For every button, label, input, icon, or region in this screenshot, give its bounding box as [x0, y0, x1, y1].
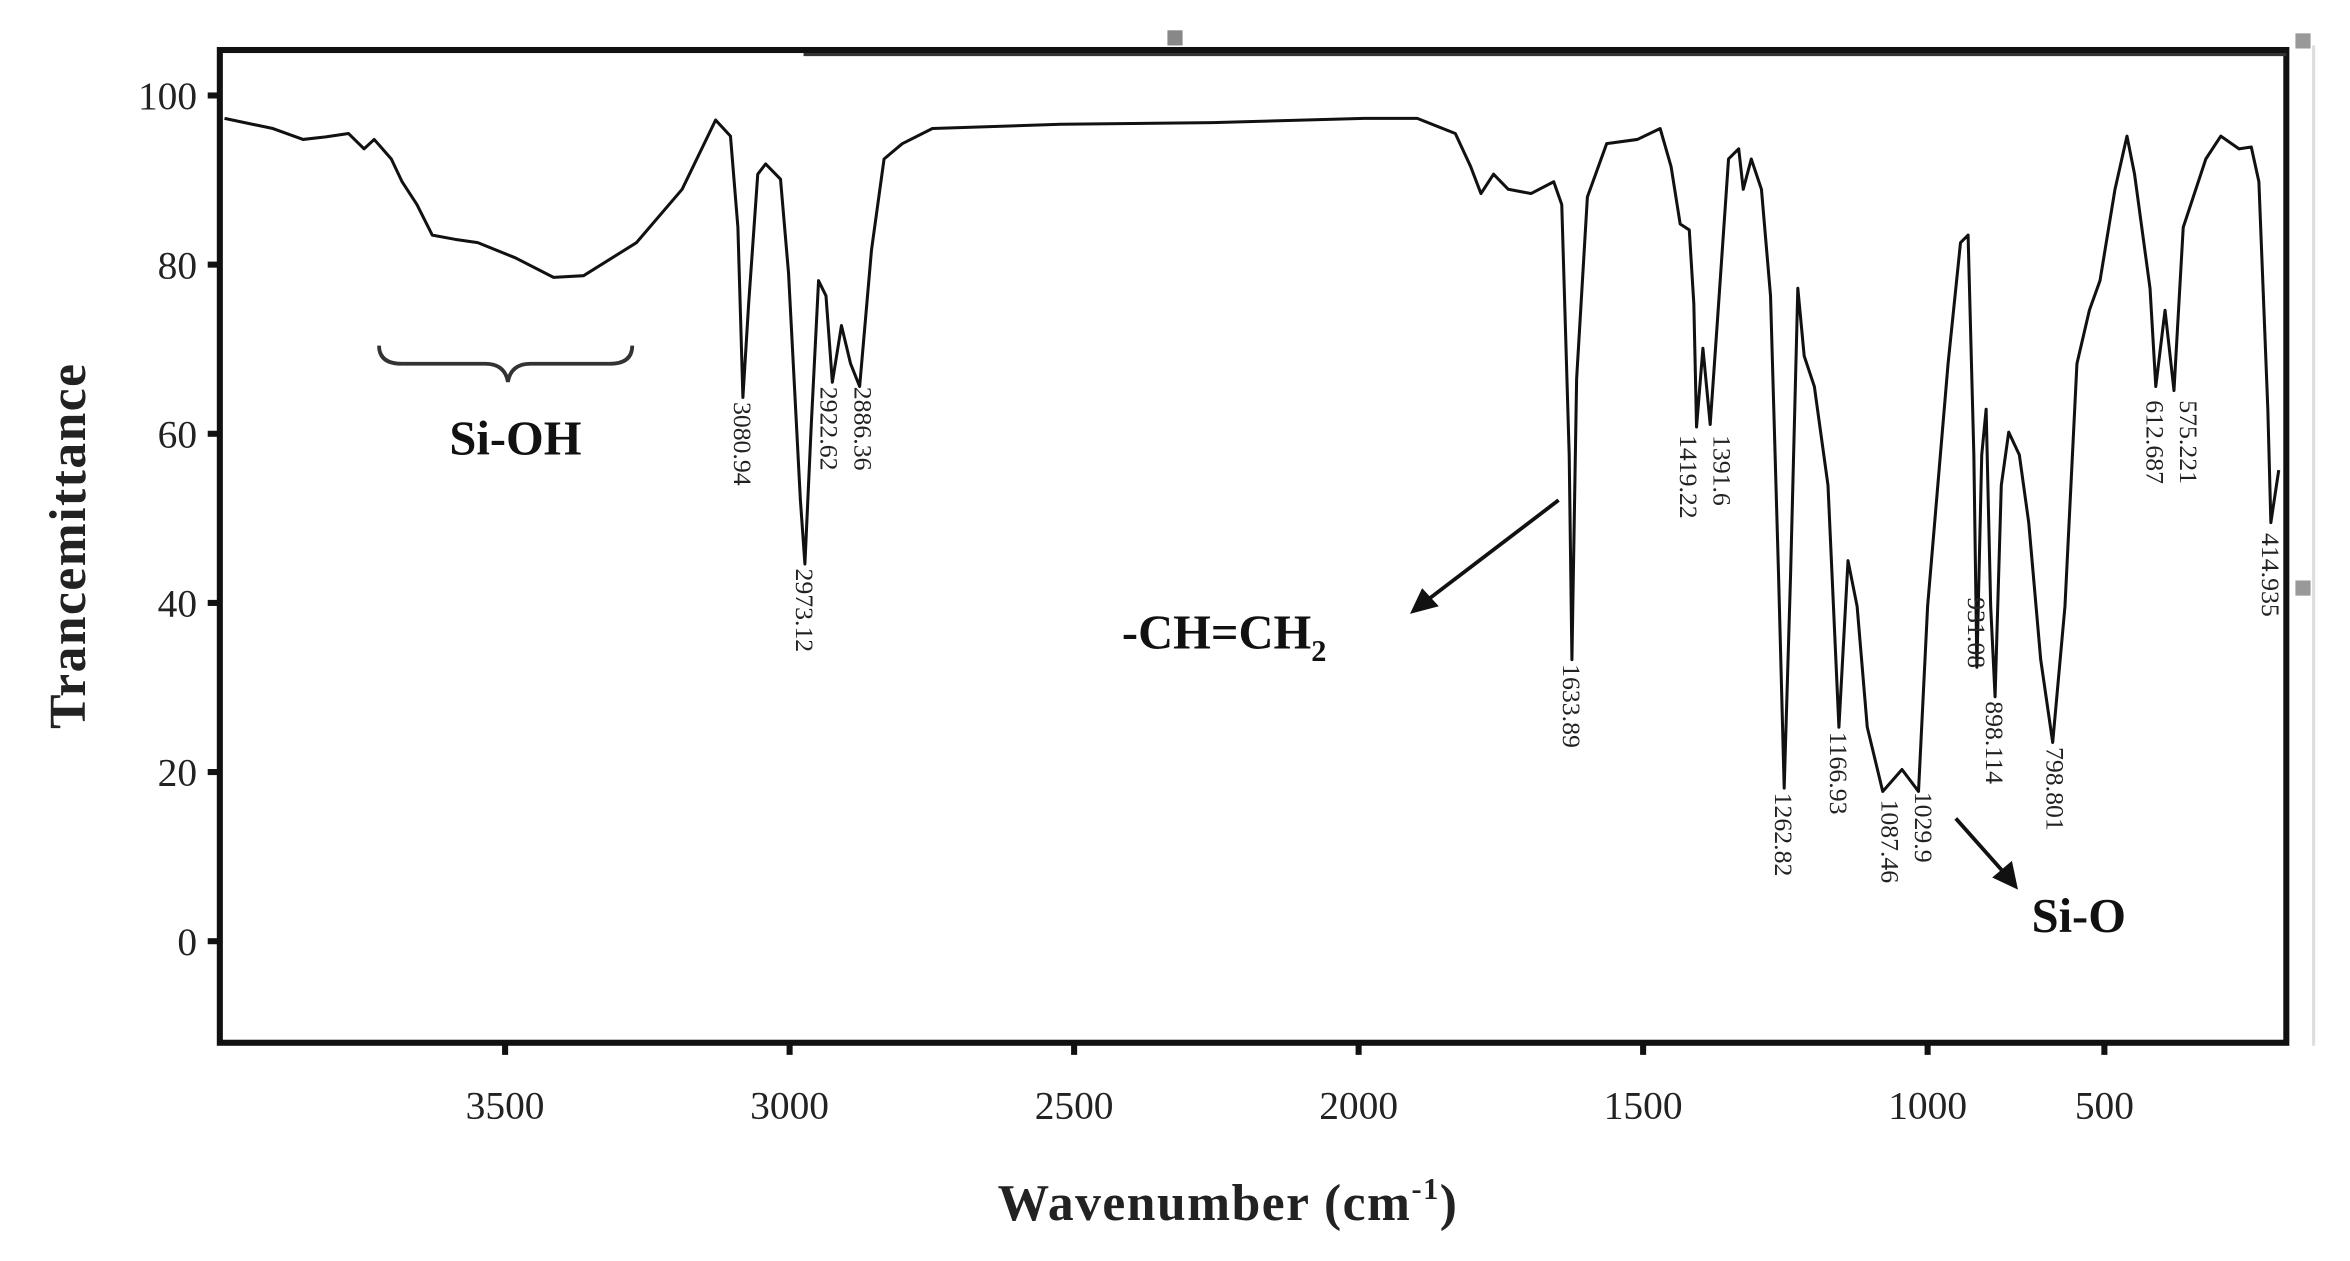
scan-artifact-mark [2295, 33, 2311, 49]
x-tick-label: 1000 [1888, 1084, 1967, 1128]
x-tick-label: 3000 [750, 1084, 829, 1128]
peak-label: 1419.22 [1674, 435, 1703, 519]
x-axis-label-close: ) [1440, 1175, 1459, 1232]
arrowhead-icon [1992, 860, 2018, 890]
x-axis-label: Wavenumber (cm-1) [998, 1172, 1459, 1232]
y-tick-label: 60 [158, 412, 197, 456]
x-axis-label-superscript: -1 [1412, 1172, 1440, 1206]
peak-label: 1262.82 [1769, 793, 1798, 877]
peak-label: 1633.89 [1557, 664, 1586, 748]
y-tick-label: 100 [138, 74, 197, 118]
peak-labels: 3080.94 2973.12 2922.62 2886.36 1633.89 1419.… [728, 387, 2285, 884]
x-axis-ticks: 3500 3000 2500 2000 1500 1000 500 [466, 1042, 2134, 1128]
arrowhead-icon [1410, 588, 1439, 614]
peak-label: 1029.9 [1909, 792, 1938, 863]
peak-label: 798.801 [2041, 747, 2070, 831]
y-axis-label: Trancemittance [40, 362, 97, 728]
x-tick-label: 2000 [1319, 1084, 1398, 1128]
peak-label: 3080.94 [728, 402, 757, 486]
plot-frame [216, 46, 2290, 1046]
si-o-arrow [1954, 817, 2006, 875]
peak-label: 2886.36 [848, 387, 877, 471]
si-oh-brace-icon [377, 345, 635, 383]
spectrum-line [224, 116, 2281, 793]
peak-label: 1166.93 [1824, 732, 1853, 815]
peak-label: 931.08 [1962, 597, 1991, 668]
x-tick-label: 3500 [466, 1084, 545, 1128]
peak-label: 898.114 [1980, 701, 2009, 784]
peak-label: 414.935 [2256, 533, 2285, 617]
vinyl-annotation: -CH=CH2 [1122, 607, 1326, 668]
x-axis-label-text: Wavenumber (cm [998, 1175, 1412, 1232]
peak-label: 1391.6 [1708, 435, 1737, 506]
peak-label: 612.687 [2141, 400, 2170, 484]
vinyl-arrow [1424, 498, 1560, 604]
peak-label: 2922.62 [814, 387, 843, 471]
y-tick-label: 40 [158, 582, 197, 626]
scan-artifact-mark [1167, 30, 1183, 46]
y-tick-label: 80 [158, 243, 197, 287]
si-oh-annotation: Si-OH [449, 413, 581, 466]
vinyl-subscript: 2 [1311, 634, 1326, 668]
vinyl-text: -CH=CH [1122, 607, 1311, 660]
y-tick-label: 0 [177, 920, 197, 964]
peak-label: 2973.12 [790, 569, 819, 653]
x-tick-label: 1500 [1604, 1084, 1683, 1128]
x-tick-label: 500 [2075, 1084, 2134, 1128]
peak-label: 1087.46 [1876, 799, 1905, 883]
scan-artifact-mark [2295, 580, 2311, 596]
y-axis-ticks: 100 80 60 40 20 0 [138, 74, 220, 964]
x-tick-label: 2500 [1035, 1084, 1114, 1128]
si-o-annotation: Si-O [2032, 890, 2126, 943]
y-tick-label: 20 [158, 751, 197, 795]
peak-label: 575.221 [2174, 400, 2203, 484]
